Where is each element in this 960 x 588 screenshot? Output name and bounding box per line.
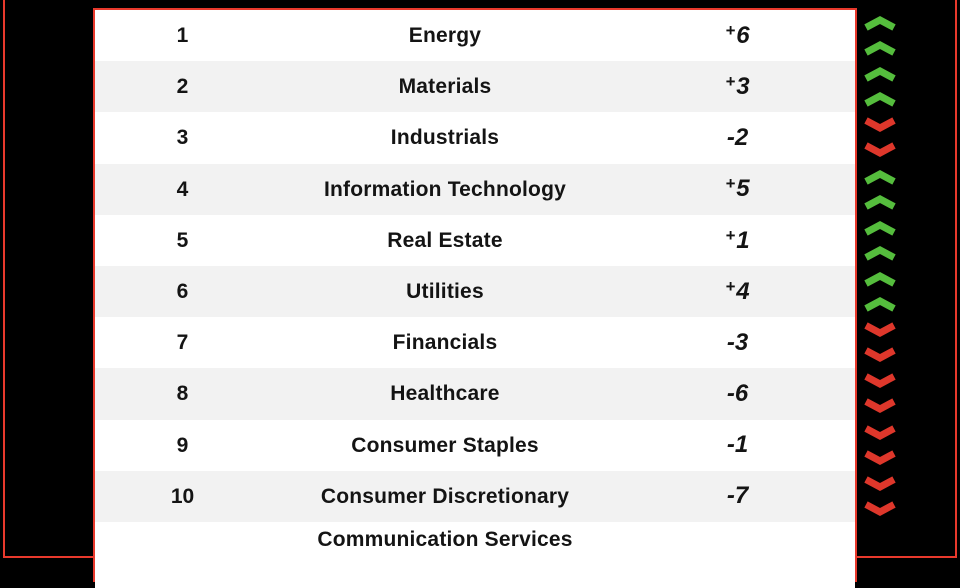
rank-change-cell: +4 bbox=[725, 276, 750, 305]
rank-change-cell: -7 bbox=[726, 482, 749, 510]
rank-change-cell: +6 bbox=[725, 20, 750, 49]
table-row: 9 Consumer Staples -1 bbox=[95, 419, 855, 471]
chevron-up-icon bbox=[864, 194, 896, 210]
trend-arrow-cell bbox=[862, 61, 898, 112]
rank-change-cell: -3 bbox=[726, 328, 749, 356]
rank-change-cell: -1 bbox=[726, 430, 749, 458]
trend-arrow-cell bbox=[862, 317, 898, 368]
rank-cell: 6 bbox=[176, 279, 189, 303]
plus-sign: + bbox=[725, 225, 736, 245]
trend-arrow-cell bbox=[862, 368, 898, 419]
sector-name-cell: Information Technology bbox=[323, 177, 566, 201]
sector-name-cell: Healthcare bbox=[390, 382, 500, 406]
rank-cell: 4 bbox=[176, 177, 189, 201]
table-row: 2 Materials +3 bbox=[95, 61, 855, 113]
trend-arrow-column bbox=[862, 10, 898, 573]
sector-name-cell: Materials bbox=[398, 75, 492, 99]
table-row: 7 Financials -3 bbox=[95, 317, 855, 369]
chevron-up-icon bbox=[864, 220, 896, 236]
chevron-down-icon bbox=[864, 117, 896, 133]
trend-arrow-cell bbox=[862, 215, 898, 266]
sector-name-cell: Utilities bbox=[406, 279, 484, 303]
trend-arrow-cell bbox=[862, 420, 898, 471]
chevron-down-icon bbox=[864, 142, 896, 158]
sector-name-cell: Industrials bbox=[390, 126, 500, 150]
sector-name-cell: Energy bbox=[408, 24, 482, 48]
rank-change-cell: +5 bbox=[725, 174, 750, 203]
sector-name-cell: Consumer Staples bbox=[351, 433, 539, 457]
sector-name-cell: Real Estate bbox=[387, 228, 503, 252]
chevron-up-icon bbox=[864, 92, 896, 107]
table-row: Communication Services bbox=[95, 521, 855, 588]
sector-name-cell: Communication Services bbox=[317, 527, 573, 551]
chevron-down-icon bbox=[864, 398, 896, 414]
sector-rank-table: 1 Energy +6 2 Materials +3 3 Industrials… bbox=[93, 8, 857, 588]
chevron-up-icon bbox=[864, 41, 896, 56]
plus-sign: + bbox=[725, 174, 736, 194]
rank-cell: 8 bbox=[176, 382, 189, 406]
trend-arrow-cell bbox=[862, 522, 898, 573]
trend-arrow-cell bbox=[862, 10, 898, 61]
table-row: 5 Real Estate +1 bbox=[95, 214, 855, 266]
rank-change-cell: -2 bbox=[726, 123, 749, 151]
plus-sign: + bbox=[725, 72, 736, 92]
table-row: 10 Consumer Discretionary -7 bbox=[95, 470, 855, 522]
table-row: 8 Healthcare -6 bbox=[95, 368, 855, 420]
slide-background: { "chart_data": { "type": "table", "titl… bbox=[3, 0, 957, 588]
rank-cell: 1 bbox=[176, 24, 189, 48]
chevron-down-icon bbox=[864, 425, 896, 440]
sector-name-cell: Consumer Discretionary bbox=[320, 484, 570, 508]
chevron-up-icon bbox=[864, 272, 896, 287]
table-row: 4 Information Technology +5 bbox=[95, 163, 855, 215]
chevron-up-icon bbox=[864, 67, 896, 82]
trend-arrow-cell bbox=[862, 164, 898, 215]
rank-change-cell: +1 bbox=[725, 225, 750, 254]
table-row: 3 Industrials -2 bbox=[95, 112, 855, 164]
trend-arrow-cell bbox=[862, 266, 898, 317]
chevron-up-icon bbox=[864, 245, 896, 261]
sector-name-cell: Financials bbox=[392, 331, 498, 355]
chevron-down-icon bbox=[864, 347, 896, 363]
chevron-up-icon bbox=[864, 16, 896, 31]
table-row: 6 Utilities +4 bbox=[95, 265, 855, 318]
chevron-down-icon bbox=[864, 501, 896, 516]
rank-cell: 5 bbox=[176, 228, 189, 252]
trend-arrow-cell bbox=[862, 471, 898, 522]
rank-cell: 2 bbox=[176, 75, 189, 99]
trend-arrow-cell bbox=[862, 112, 898, 163]
rank-change-cell: +3 bbox=[725, 72, 750, 101]
chevron-down-icon bbox=[864, 450, 896, 465]
chevron-down-icon bbox=[864, 373, 896, 389]
chevron-down-icon bbox=[864, 322, 896, 338]
table-row: 1 Energy +6 bbox=[95, 10, 855, 62]
rank-cell: 10 bbox=[170, 484, 195, 508]
rank-change-cell: -6 bbox=[726, 379, 749, 407]
rank-cell: 9 bbox=[176, 433, 189, 457]
chevron-up-icon bbox=[864, 297, 896, 312]
chevron-down-icon bbox=[864, 476, 896, 491]
plus-sign: + bbox=[725, 20, 736, 40]
rank-cell: 7 bbox=[176, 331, 189, 355]
plus-sign: + bbox=[725, 276, 736, 296]
rank-cell: 3 bbox=[176, 126, 189, 150]
chevron-up-icon bbox=[864, 169, 896, 185]
